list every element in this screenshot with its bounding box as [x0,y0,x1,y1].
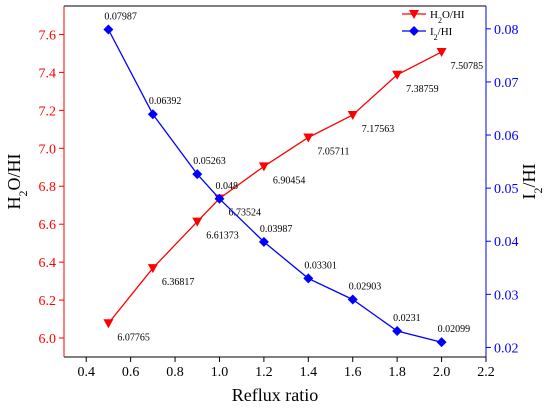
data-label-h2o-hi: 6.36817 [162,277,195,288]
x-tick-label: 1.8 [388,365,406,380]
legend-label-h2o-hi-part: 2 [438,16,442,25]
data-point-i2-hi [258,236,269,247]
data-label-h2o-hi: 7.38759 [406,84,439,95]
legend-marker-h2o-hi [409,10,419,19]
left-tick-label: 6.8 [39,180,57,195]
right-tick-label: 0.03 [494,288,519,303]
data-point-i2-hi [214,193,225,204]
data-point-i2-hi [436,337,447,348]
data-label-i2-hi: 0.048 [215,181,238,192]
data-point-h2o-hi [347,110,358,120]
x-tick-label: 0.8 [166,365,184,380]
data-label-i2-hi: 0.07987 [104,12,137,23]
x-tick-label: 1.6 [344,365,362,380]
left-tick-label: 7.2 [39,104,57,119]
data-label-i2-hi: 0.02903 [349,281,382,292]
right-tick-label: 0.05 [494,182,519,197]
x-tick-label: 1.4 [300,365,318,380]
data-point-h2o-hi [303,133,314,143]
data-label-h2o-hi: 7.17563 [362,124,395,135]
left-axis-title-part: H [4,197,24,210]
left-tick-label: 6.4 [39,256,57,271]
x-axis-title: Reflux ratio [232,385,318,405]
data-label-h2o-hi: 6.61373 [206,231,239,242]
data-point-i2-hi [303,273,314,284]
left-tick-label: 6.6 [39,218,57,233]
left-tick-label: 6.2 [39,294,57,309]
legend-label-h2o-hi-part: O/HI [442,9,465,21]
data-point-h2o-hi [147,264,158,274]
data-point-i2-hi [103,24,114,35]
series-line-h2o-hi [107,51,442,324]
left-tick-label: 7.0 [39,142,57,157]
right-axis-title-part: 2 [531,188,545,194]
data-point-i2-hi [347,294,358,305]
left-axis-title-part: 2 [16,191,30,197]
x-tick-label: 0.6 [122,365,140,380]
data-label-h2o-hi: 7.50785 [451,61,484,72]
data-label-h2o-hi: 6.73524 [228,208,261,219]
data-label-i2-hi: 0.02099 [438,324,471,335]
left-tick-label: 7.4 [39,66,57,81]
x-tick-label: 0.4 [77,365,95,380]
data-point-i2-hi [192,169,203,180]
left-axis-title-part: O/HI [4,154,24,191]
right-axis-title-part: I [519,194,539,200]
data-point-h2o-hi [392,70,403,80]
data-label-i2-hi: 0.03301 [304,260,337,271]
data-label-i2-hi: 0.05263 [193,156,226,167]
x-tick-label: 2.0 [433,365,451,380]
legend-marker-i2-hi [409,26,419,36]
data-label-h2o-hi: 6.90454 [273,175,306,186]
right-tick-label: 0.02 [494,341,519,356]
data-label-i2-hi: 0.06392 [149,96,182,107]
right-tick-label: 0.06 [494,129,519,144]
left-tick-label: 6.0 [39,332,57,347]
data-label-i2-hi: 0.03987 [260,224,293,235]
x-tick-label: 1.0 [211,365,229,380]
x-tick-label: 2.2 [477,365,495,380]
data-point-h2o-hi [103,319,114,329]
right-tick-label: 0.04 [494,235,519,250]
data-label-h2o-hi: 7.05711 [317,146,349,157]
data-label-h2o-hi: 6.07765 [117,332,150,343]
legend-label-i2-hi-part: I [430,26,434,38]
x-tick-label: 1.2 [255,365,273,380]
data-label-i2-hi: 0.0231 [393,313,421,324]
legend-label-h2o-hi-part: H [430,9,438,21]
right-axis-title: I2/HI [519,164,545,200]
left-tick-label: 7.6 [39,28,57,43]
right-axis-title-part: /HI [519,164,539,188]
legend-label-i2-hi-part: 2 [434,33,438,42]
legend-label-i2-hi: I2/HI [430,26,453,42]
left-axis-title: H2O/HI [4,154,30,210]
data-point-i2-hi [147,109,158,120]
data-point-h2o-hi [436,47,447,57]
right-tick-label: 0.08 [494,23,519,38]
data-point-h2o-hi [192,217,203,227]
legend-label-i2-hi-part: /HI [438,26,453,38]
right-tick-label: 0.07 [494,76,519,91]
data-point-h2o-hi [258,162,269,172]
legend-label-h2o-hi: H2O/HI [430,9,465,25]
data-point-i2-hi [392,325,403,336]
